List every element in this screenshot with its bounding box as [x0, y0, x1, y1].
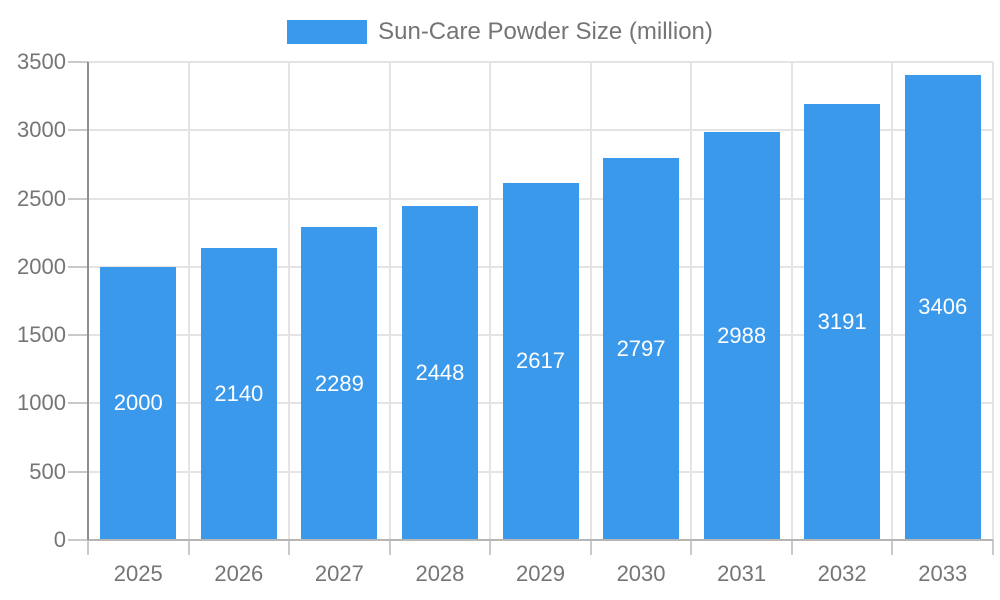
x-category-label: 2029	[516, 561, 565, 586]
gridline-vertical	[388, 62, 391, 540]
x-axis-tick	[288, 540, 291, 555]
bar-value-label: 2140	[214, 380, 264, 406]
gridline-vertical	[489, 62, 492, 540]
y-axis-line	[87, 62, 89, 540]
gridline-vertical	[690, 62, 693, 540]
y-tick-label: 0	[53, 527, 66, 552]
x-category-label: 2030	[616, 561, 666, 586]
x-category-label: 2033	[918, 561, 968, 586]
x-category-label: 2026	[214, 561, 264, 586]
y-axis-tick	[68, 402, 88, 405]
bar-2026	[200, 247, 277, 540]
x-axis-tick	[87, 540, 89, 555]
bar-value-label: 2000	[113, 390, 163, 416]
x-axis-line	[88, 539, 993, 541]
y-axis-tick	[68, 129, 88, 132]
x-category-label: 2028	[415, 561, 465, 586]
x-axis-tick	[992, 540, 994, 555]
y-axis-tick	[68, 470, 88, 473]
bar-2025	[100, 266, 177, 540]
bar-2029	[502, 182, 579, 540]
bar-2027	[301, 227, 378, 540]
x-category-label: 2032	[817, 561, 867, 586]
x-category-label: 2031	[717, 561, 767, 586]
bar-value-label: 2448	[415, 359, 465, 385]
y-axis-tick	[68, 265, 88, 268]
y-tick-label: 500	[29, 458, 66, 484]
x-axis-tick	[388, 540, 391, 555]
x-axis-tick	[489, 540, 492, 555]
x-axis-tick	[690, 540, 693, 555]
y-tick-label: 3000	[17, 117, 66, 143]
gridline-vertical	[187, 62, 190, 540]
legend-label: Sun-Care Powder Size (million)	[378, 18, 713, 45]
gridline-vertical	[992, 62, 994, 540]
gridline-vertical	[288, 62, 291, 540]
bar-value-label: 3406	[918, 294, 968, 320]
bar-2030	[603, 158, 680, 540]
x-category-label: 2027	[314, 561, 364, 586]
bar-value-label: 2617	[516, 348, 565, 374]
y-tick-label: 2000	[17, 253, 66, 279]
gridline-horizontal	[88, 129, 993, 132]
x-axis-tick	[187, 540, 190, 555]
bar-2033	[904, 74, 981, 540]
gridline-vertical	[589, 62, 592, 540]
bar-2031	[703, 131, 780, 540]
y-tick-label: 1000	[17, 390, 66, 416]
y-axis-tick	[68, 61, 88, 63]
legend-swatch	[287, 20, 368, 44]
bar-2028	[401, 205, 478, 540]
gridline-vertical	[891, 62, 894, 540]
y-tick-label: 2500	[17, 185, 66, 211]
y-axis-tick	[68, 334, 88, 337]
gridline-horizontal	[88, 61, 993, 63]
y-axis-tick	[68, 539, 88, 541]
y-axis-tick	[68, 197, 88, 200]
y-tick-label: 3500	[17, 49, 66, 74]
bar-value-label: 2797	[616, 336, 666, 361]
bar-value-label: 3191	[817, 309, 867, 335]
bar-2032	[804, 104, 881, 540]
gridline-vertical	[790, 62, 793, 540]
x-axis-tick	[891, 540, 894, 555]
x-axis-tick	[790, 540, 793, 555]
legend-item[interactable]: Sun-Care Powder Size (million)	[0, 17, 1000, 47]
y-tick-label: 1500	[17, 322, 66, 348]
bar-value-label: 2289	[314, 370, 364, 396]
x-axis-tick	[589, 540, 592, 555]
bar-value-label: 2988	[717, 322, 767, 348]
x-category-label: 2025	[113, 561, 163, 586]
